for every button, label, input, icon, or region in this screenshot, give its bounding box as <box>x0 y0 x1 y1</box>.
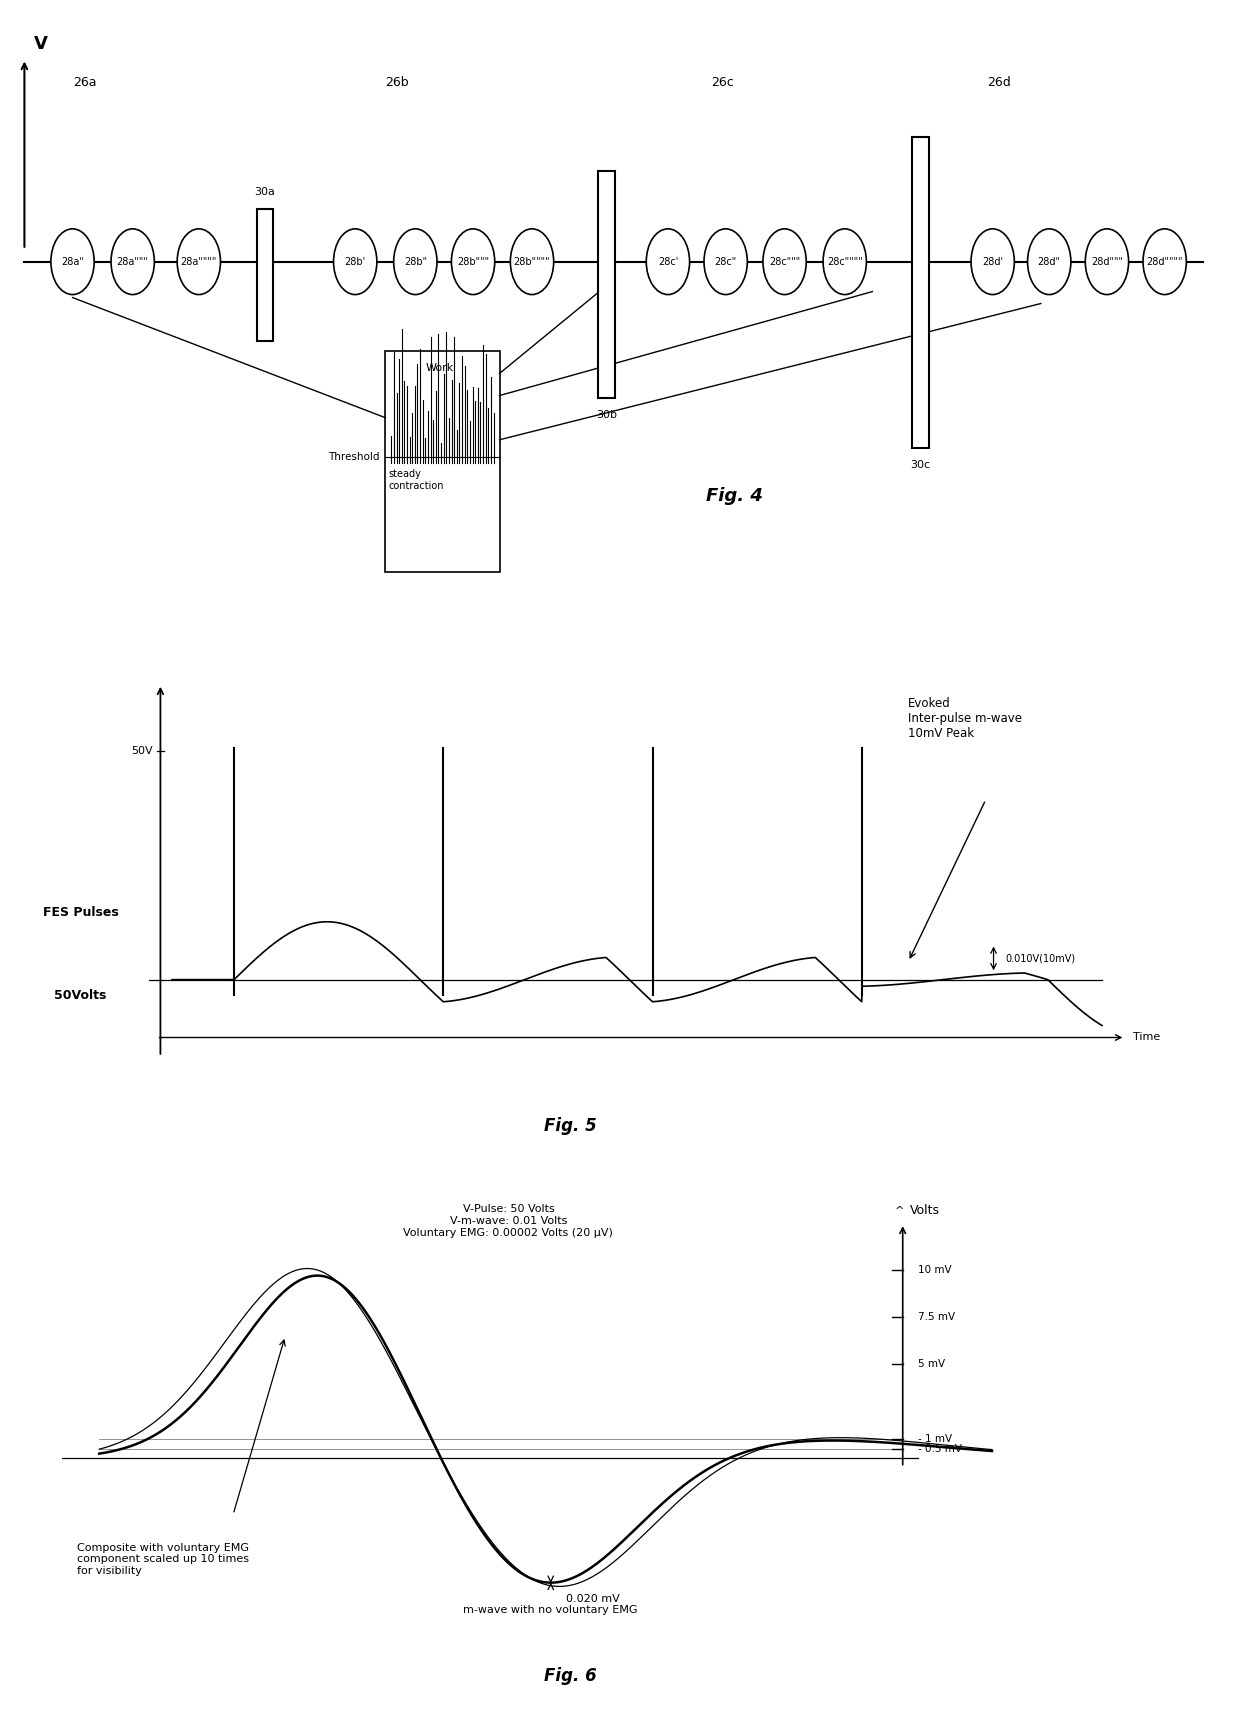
Bar <box>913 137 929 449</box>
Text: 10 mV: 10 mV <box>918 1266 951 1275</box>
Ellipse shape <box>823 229 867 294</box>
Text: Time: Time <box>1133 1032 1161 1043</box>
Text: 26d: 26d <box>987 76 1011 90</box>
Text: 28d"""": 28d"""" <box>1147 256 1183 267</box>
Text: 28a": 28a" <box>61 256 84 267</box>
Text: Threshold: Threshold <box>327 452 379 462</box>
Text: Fig. 6: Fig. 6 <box>544 1666 596 1685</box>
Text: Composite with voluntary EMG
component scaled up 10 times
for visibility: Composite with voluntary EMG component s… <box>77 1543 249 1576</box>
Bar <box>598 171 615 398</box>
Text: 28c""": 28c""" <box>769 256 800 267</box>
Ellipse shape <box>112 229 154 294</box>
Text: FES Pulses: FES Pulses <box>42 906 119 920</box>
Ellipse shape <box>177 229 221 294</box>
Text: 26a: 26a <box>73 76 97 90</box>
Text: m-wave with no voluntary EMG: m-wave with no voluntary EMG <box>464 1606 639 1616</box>
Text: ^: ^ <box>894 1205 904 1216</box>
Text: 28a""": 28a""" <box>117 256 149 267</box>
Bar <box>386 352 500 573</box>
Ellipse shape <box>971 229 1014 294</box>
Text: 0.010V(10mV): 0.010V(10mV) <box>1006 953 1075 963</box>
Text: - 0.5 mV: - 0.5 mV <box>918 1444 961 1453</box>
Ellipse shape <box>1143 229 1187 294</box>
Text: 7.5 mV: 7.5 mV <box>918 1313 955 1322</box>
Ellipse shape <box>51 229 94 294</box>
Text: 28d': 28d' <box>982 256 1003 267</box>
Text: 30c: 30c <box>910 461 930 469</box>
Ellipse shape <box>704 229 748 294</box>
Text: 5 mV: 5 mV <box>918 1360 945 1370</box>
Text: 28b": 28b" <box>404 256 427 267</box>
Text: 28b""": 28b""" <box>458 256 489 267</box>
Text: 26b: 26b <box>386 76 409 90</box>
Text: Fig. 5: Fig. 5 <box>544 1117 596 1134</box>
Text: 28d": 28d" <box>1038 256 1060 267</box>
Ellipse shape <box>763 229 806 294</box>
Text: 30b: 30b <box>596 410 618 419</box>
Text: 28d""": 28d""" <box>1091 256 1123 267</box>
Text: 28a"""": 28a"""" <box>181 256 217 267</box>
Text: 28b"""": 28b"""" <box>513 256 551 267</box>
Ellipse shape <box>1028 229 1071 294</box>
Ellipse shape <box>451 229 495 294</box>
Text: 30a: 30a <box>254 187 275 197</box>
Text: - 1 mV: - 1 mV <box>918 1434 952 1444</box>
Text: 28b': 28b' <box>345 256 366 267</box>
Text: 50V: 50V <box>131 746 153 755</box>
Text: 28c": 28c" <box>714 256 737 267</box>
Ellipse shape <box>1085 229 1128 294</box>
Text: V-Pulse: 50 Volts
V-m-wave: 0.01 Volts
Voluntary EMG: 0.00002 Volts (20 μV): V-Pulse: 50 Volts V-m-wave: 0.01 Volts V… <box>403 1204 614 1238</box>
Text: 0.020 mV: 0.020 mV <box>565 1593 619 1604</box>
Ellipse shape <box>646 229 689 294</box>
Text: Work: Work <box>425 364 454 374</box>
Text: Volts: Volts <box>910 1204 940 1218</box>
Bar <box>257 210 273 341</box>
Ellipse shape <box>511 229 553 294</box>
Text: Fig. 4: Fig. 4 <box>706 487 763 504</box>
Text: V: V <box>33 35 48 52</box>
Text: 28c"""": 28c"""" <box>827 256 863 267</box>
Text: Evoked
Inter-pulse m-wave
10mV Peak: Evoked Inter-pulse m-wave 10mV Peak <box>908 696 1022 740</box>
Text: 28c': 28c' <box>657 256 678 267</box>
Ellipse shape <box>393 229 436 294</box>
Text: 50Volts: 50Volts <box>55 989 107 1003</box>
Ellipse shape <box>334 229 377 294</box>
Text: 26c: 26c <box>711 76 733 90</box>
Text: steady
contraction: steady contraction <box>389 469 444 490</box>
